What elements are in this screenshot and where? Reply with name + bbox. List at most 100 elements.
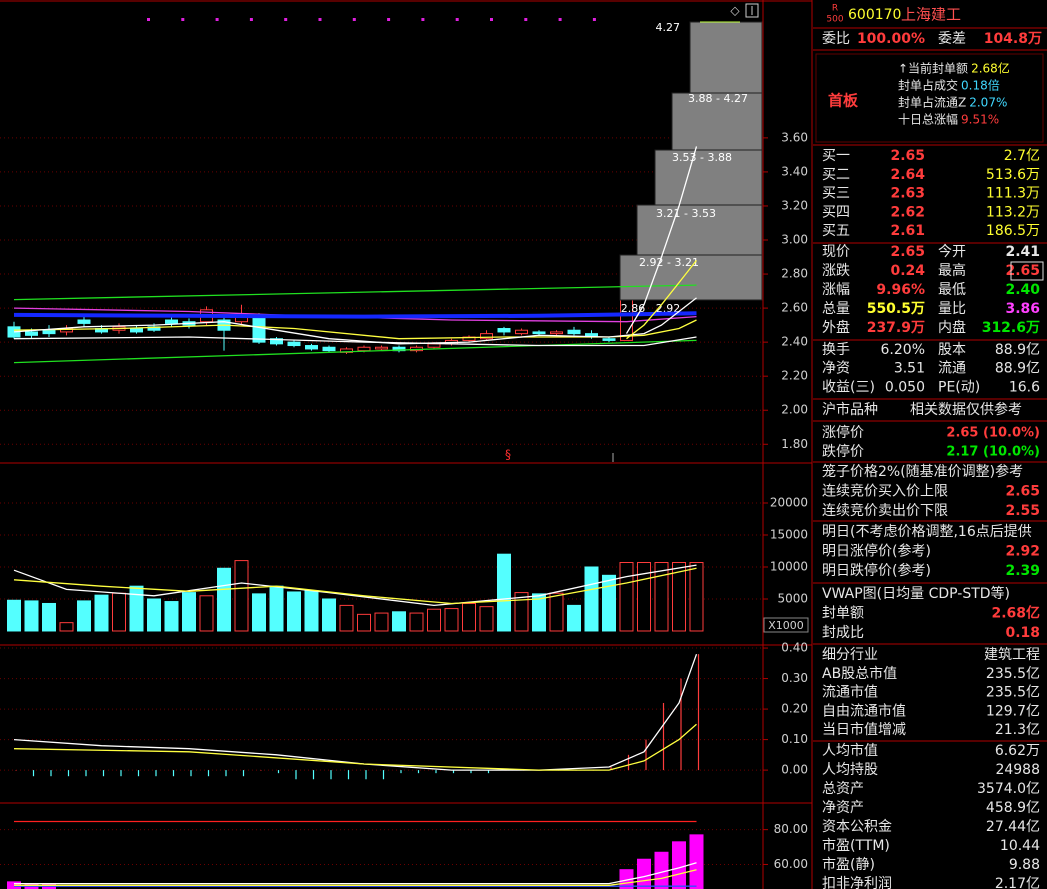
block-title: 明日(不考虑价格调整,16点后提供 <box>822 524 1032 540</box>
market-num: 500 <box>826 15 843 25</box>
label: 总量 <box>822 301 850 317</box>
unit-label: X1000 <box>768 619 804 632</box>
value: 458.9亿 <box>986 800 1040 816</box>
marker-dot <box>558 18 562 21</box>
marker-dot <box>421 18 425 21</box>
value: 235.5亿 <box>986 666 1040 682</box>
label: 明日涨停价(参考) <box>822 543 931 560</box>
label: 量比 <box>938 301 966 317</box>
label: 连续竞价买入价上限 <box>822 483 948 500</box>
label: 人均市值 <box>822 742 878 759</box>
indicator-line <box>13 567 697 605</box>
bar <box>287 591 301 632</box>
window-icon[interactable] <box>745 3 759 18</box>
value: 2.40 <box>1005 282 1040 298</box>
marker-dot <box>352 18 356 21</box>
indicator-line <box>13 284 697 301</box>
value: 0.050 <box>885 379 925 395</box>
bid-volume: 513.6万 <box>986 167 1040 183</box>
unit-box <box>763 617 809 633</box>
bar <box>112 592 126 632</box>
chip-label: 3.53 - 3.88 <box>672 151 732 164</box>
board-line-value: 2.68亿 <box>971 61 1010 76</box>
bar <box>164 601 179 632</box>
value: 88.9亿 <box>995 361 1040 377</box>
value: 16.6 <box>1009 379 1040 395</box>
bar <box>24 600 39 632</box>
label: 当日市值增减 <box>822 721 906 738</box>
bar <box>77 600 91 632</box>
label: 细分行业 <box>822 647 878 663</box>
y-tick-label: 5000 <box>777 591 808 605</box>
label: 现价 <box>822 244 850 260</box>
label: 换手 <box>822 341 850 358</box>
candle-body <box>42 329 56 335</box>
label: 扣非净利润 <box>822 876 892 889</box>
bid-label: 买三 <box>822 186 850 202</box>
bid-price: 2.62 <box>890 204 925 220</box>
chip-box <box>654 149 763 206</box>
y-tick-label: 3.20 <box>781 198 808 212</box>
y-tick-label: 3.60 <box>781 130 808 144</box>
y-tick-label: 10000 <box>770 559 808 573</box>
candle-body <box>305 345 318 350</box>
bar <box>374 612 389 632</box>
stock-name: 上海建工 <box>901 6 961 24</box>
value: 104.8万 <box>984 31 1042 47</box>
y-tick-label: 2.20 <box>781 369 808 383</box>
board-label: 首板 <box>828 92 859 110</box>
y-tick-label: 2.80 <box>781 267 808 281</box>
y-tick-label: 2.40 <box>781 335 808 349</box>
candle-body <box>375 346 388 350</box>
bar <box>444 608 459 632</box>
bid-price: 2.63 <box>890 186 925 202</box>
value: 2.17 (10.0%) <box>946 445 1040 460</box>
bid-price: 2.64 <box>890 167 925 183</box>
value: 2.39 <box>1005 563 1040 579</box>
indicator-line <box>13 723 697 771</box>
chip-label: 3.21 - 3.53 <box>656 207 716 220</box>
bid-volume: 2.7亿 <box>1004 148 1040 164</box>
board-line-value: 0.18倍 <box>961 78 1000 93</box>
label: 市盈(静) <box>822 856 875 873</box>
chip-box <box>689 21 763 94</box>
value: 550.5万 <box>867 301 925 317</box>
value: 100.00% <box>857 31 925 47</box>
bar <box>234 560 249 632</box>
value: 2.68亿 <box>991 605 1040 622</box>
block-title: VWAP图(日均量 CDP-STD等) <box>822 585 1010 602</box>
value: 9.88 <box>1009 857 1040 873</box>
indicator-line <box>13 297 697 345</box>
value: 6.62万 <box>995 743 1040 759</box>
value: 312.6万 <box>982 320 1040 336</box>
bar <box>637 858 651 889</box>
marker-dot <box>215 18 219 21</box>
bid-volume: 113.2万 <box>986 204 1040 220</box>
event-marker: § <box>505 448 511 462</box>
value: 2.41 <box>1005 244 1040 260</box>
bar <box>199 595 214 632</box>
value: 88.9亿 <box>995 342 1040 358</box>
value: 3.51 <box>894 361 925 377</box>
label: 沪市品种 <box>822 401 878 418</box>
label: 自由流通市值 <box>822 702 906 719</box>
label: 涨停价 <box>822 424 864 441</box>
chip-box <box>619 254 763 301</box>
bar <box>654 562 669 632</box>
bar <box>269 585 284 632</box>
value: 9.96% <box>876 282 925 298</box>
bid-label: 买一 <box>822 148 850 164</box>
indicator-line <box>13 319 697 340</box>
y-tick-label: 2.60 <box>781 301 808 315</box>
chip-label: 2.92 - 3.21 <box>639 256 699 269</box>
marker-dot <box>181 18 185 21</box>
board-line-label: 十日总涨幅 <box>898 112 958 127</box>
label: PE(动) <box>938 379 980 395</box>
y-tick-label: 20000 <box>770 495 808 509</box>
diamond-icon[interactable]: ◇ <box>730 4 740 18</box>
bar <box>689 834 704 889</box>
candle-body <box>357 346 371 352</box>
y-tick-label: 0.00 <box>781 763 808 777</box>
label: 涨跌 <box>822 263 850 279</box>
